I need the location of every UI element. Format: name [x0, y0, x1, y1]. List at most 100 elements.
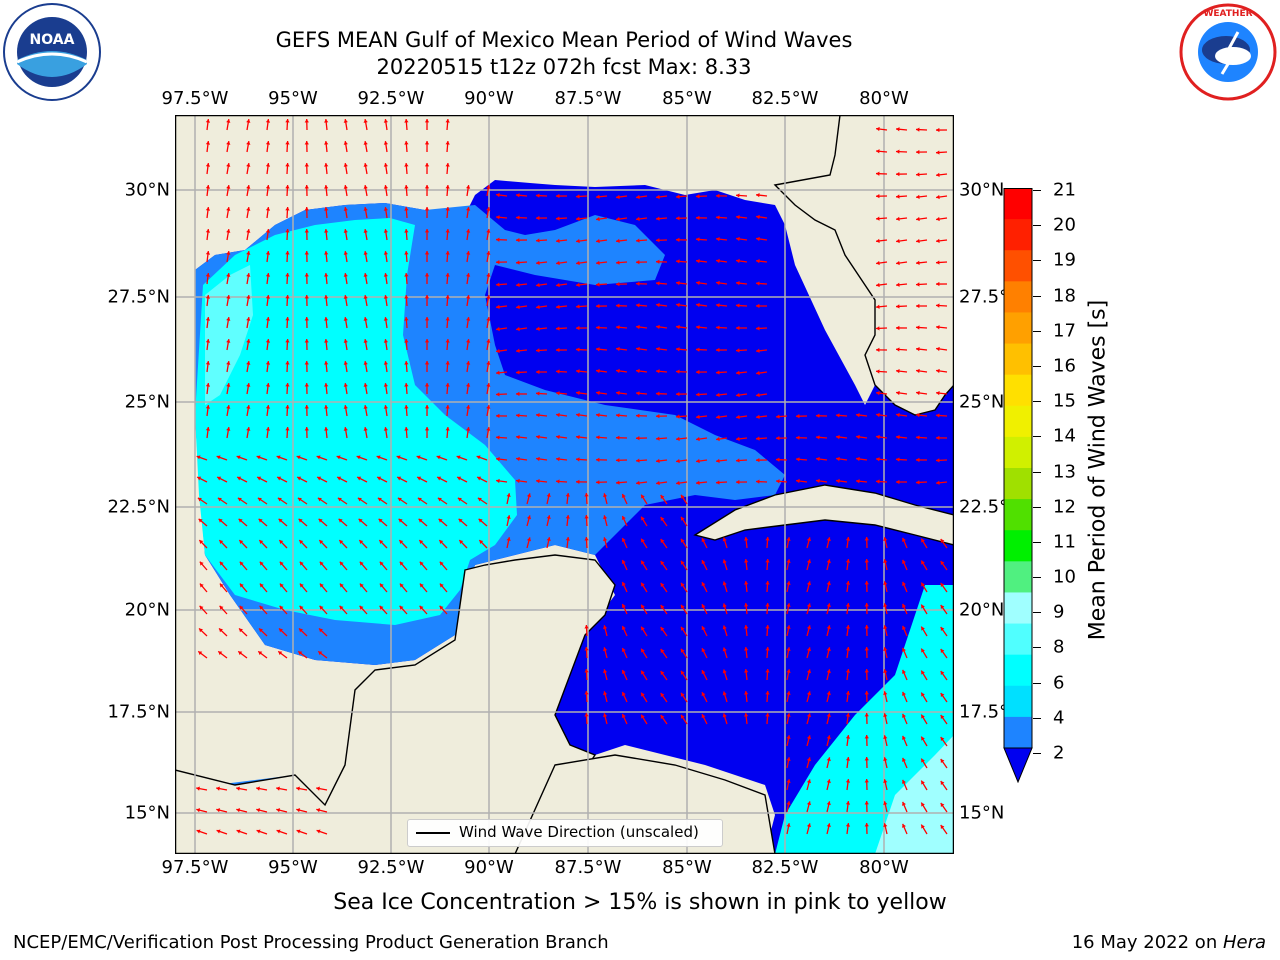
- wave-direction-arrowhead: [379, 561, 384, 566]
- wave-direction-arrowhead: [536, 479, 540, 484]
- wave-direction-arrowhead: [641, 516, 645, 521]
- wave-direction-arrowhead: [304, 317, 309, 321]
- wave-direction-arrowhead: [864, 581, 869, 585]
- colorbar-tick-label: 11: [1053, 531, 1076, 553]
- wave-direction-arrowhead: [621, 669, 626, 674]
- wave-direction-arrowhead: [616, 282, 620, 287]
- wave-direction-arrowhead: [324, 207, 329, 211]
- wave-direction-arrowhead: [896, 435, 900, 440]
- wave-direction-arrowhead: [656, 324, 660, 330]
- wave-direction-arrowhead: [298, 518, 303, 523]
- caribbean-ocean-lightcyan: [875, 735, 954, 854]
- wave-direction-arrowhead: [856, 434, 860, 440]
- lat-label-left: 27.5°N: [107, 286, 170, 308]
- wave-direction-arrowhead: [916, 435, 920, 440]
- wave-direction-arrowhead: [816, 435, 820, 440]
- colorbar-segment: [1004, 281, 1032, 313]
- wave-direction-arrowhead: [319, 583, 324, 588]
- wave-direction-arrowhead: [445, 295, 450, 299]
- wave-direction-arrowhead: [399, 605, 404, 610]
- wave-direction-arrowhead: [304, 119, 309, 123]
- wave-direction-arrowhead: [383, 185, 389, 189]
- wave-direction-arrowhead: [357, 497, 362, 502]
- colorbar-tick-label: 8: [1053, 636, 1065, 658]
- wave-direction-arrowhead: [876, 282, 880, 288]
- map-grid: [175, 115, 954, 854]
- wave-direction-arrowhead: [417, 497, 422, 502]
- wave-direction-arrowhead: [744, 581, 749, 585]
- wave-direction-arrowhead: [876, 194, 880, 199]
- wave-direction-arrowhead: [680, 626, 685, 631]
- wave-direction-arrowhead: [343, 339, 348, 343]
- wave-direction-arrowhead: [383, 383, 389, 387]
- wave-direction-arrowhead: [621, 537, 626, 542]
- wave-direction-arrowhead: [621, 493, 626, 498]
- wave-direction-arrowhead: [358, 518, 363, 523]
- lat-label-right: 15°N: [959, 802, 1005, 824]
- wave-direction-arrowhead: [806, 735, 812, 740]
- wave-direction-arrowhead: [696, 325, 700, 330]
- wave-direction-arrowhead: [786, 713, 791, 717]
- wave-direction-arrowhead: [466, 405, 471, 409]
- wave-direction-arrowhead: [339, 561, 344, 566]
- wave-direction-arrowhead: [656, 302, 660, 308]
- wave-direction-arrowhead: [516, 282, 520, 288]
- wave-direction-arrowhead: [417, 476, 422, 481]
- wave-direction-arrowhead: [921, 648, 925, 653]
- wave-direction-arrowhead: [826, 625, 831, 630]
- colorbar-tick-label: 20: [1053, 214, 1076, 236]
- wave-direction-arrowhead: [845, 625, 851, 629]
- wave-direction-arrowhead: [744, 625, 749, 629]
- wave-direction-arrowhead: [276, 455, 281, 460]
- wave-direction-arrowhead: [404, 405, 409, 409]
- wave-direction-arrowhead: [596, 412, 600, 418]
- wave-direction-arrowhead: [276, 829, 281, 834]
- wave-direction-arrowhead: [496, 192, 500, 198]
- wave-direction-arrowhead: [219, 540, 224, 544]
- wave-direction-arrowhead: [936, 194, 940, 200]
- lon-label-top: 90°W: [464, 88, 514, 109]
- wave-direction-arrowhead: [383, 229, 389, 233]
- wave-direction-arrowhead: [722, 581, 727, 586]
- wave-direction-arrowhead: [883, 823, 888, 828]
- wave-direction-arrowhead: [680, 692, 685, 697]
- wave-direction-arrowhead: [744, 537, 749, 541]
- lat-label-left: 22.5°N: [107, 496, 170, 518]
- wave-direction-arrowhead: [363, 383, 368, 387]
- wave-direction-arrowhead: [246, 119, 251, 123]
- wave-direction-arrowhead: [864, 757, 869, 761]
- wave-direction-arrowhead: [466, 273, 471, 277]
- wave-direction-arrowhead: [246, 185, 251, 189]
- wave-direction-arrowhead: [883, 779, 888, 784]
- wave-direction-arrowhead: [826, 537, 831, 542]
- colorbar-tick-label: 14: [1053, 425, 1076, 447]
- wave-direction-arrowhead: [896, 390, 900, 396]
- wave-direction-arrowhead: [864, 823, 869, 827]
- wave-direction-arrowhead: [219, 561, 224, 566]
- wave-direction-arrowhead: [343, 427, 348, 431]
- wave-direction-arrowhead: [596, 194, 600, 199]
- wave-direction-arrowhead: [257, 476, 262, 481]
- wave-direction-arrowhead: [660, 494, 665, 499]
- wave-direction-arrowhead: [816, 478, 820, 484]
- wave-direction-arrowhead: [285, 383, 290, 387]
- colorbar-tick-mark: [1033, 295, 1041, 297]
- wave-direction-arrowhead: [896, 325, 900, 331]
- chart-title-line1: GEFS MEAN Gulf of Mexico Mean Period of …: [275, 28, 853, 52]
- wave-direction-arrowhead: [226, 317, 231, 321]
- wave-direction-arrowhead: [424, 141, 430, 145]
- wave-direction-arrowhead: [676, 237, 680, 242]
- colorbar-segment: [1004, 685, 1032, 718]
- wave-direction-arrowhead: [276, 808, 281, 813]
- wave-direction-arrowhead: [921, 802, 925, 807]
- wave-direction-arrowhead: [226, 119, 231, 123]
- wave-direction-arrowhead: [902, 801, 906, 806]
- wave-direction-arrowhead: [297, 476, 302, 481]
- wave-direction-arrowhead: [246, 229, 251, 233]
- wave-direction-arrowhead: [921, 758, 925, 763]
- wave-direction-arrowhead: [656, 436, 660, 441]
- wave-direction-arrowhead: [265, 427, 271, 431]
- wave-direction-arrowhead: [826, 779, 831, 784]
- wave-direction-arrowhead: [424, 317, 430, 321]
- wave-direction-arrowhead: [722, 713, 727, 718]
